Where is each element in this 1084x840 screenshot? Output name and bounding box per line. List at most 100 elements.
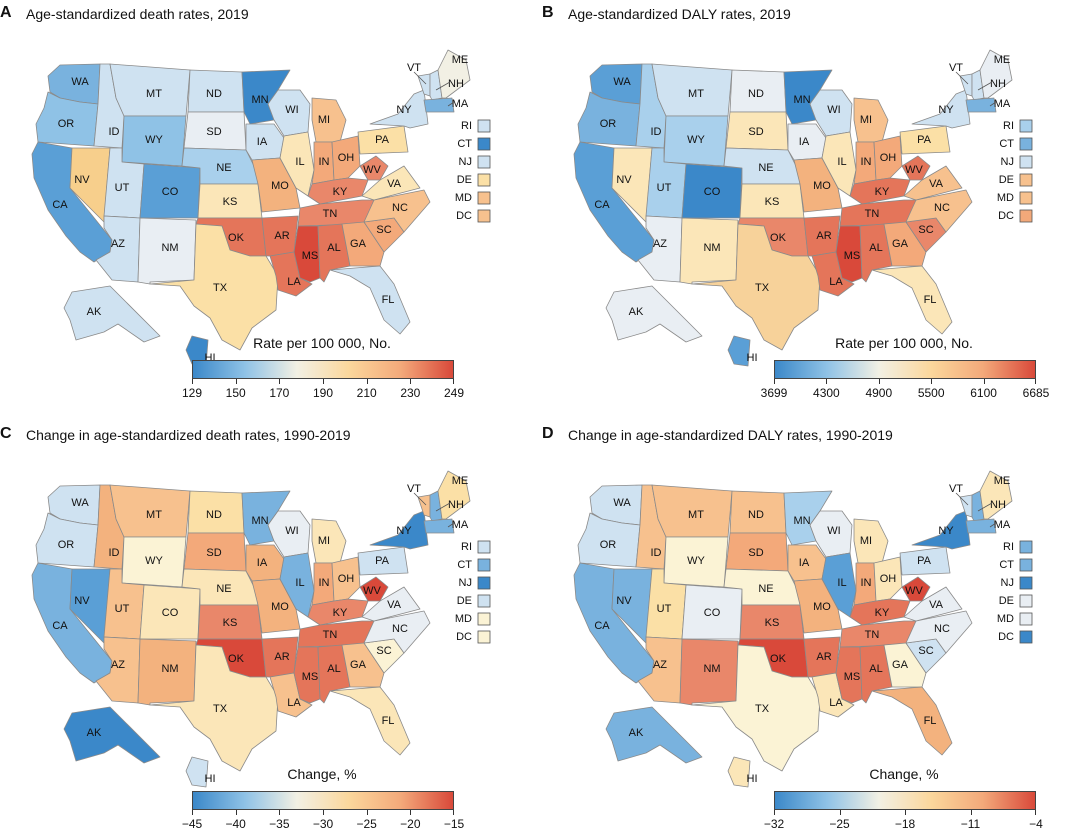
colorbar-tick-label: 3699: [760, 386, 788, 400]
small-state-swatch-ct: [1019, 558, 1033, 572]
state-label-nc: NC: [934, 202, 950, 214]
state-label-az: AZ: [653, 659, 667, 671]
state-label-tx: TX: [755, 282, 770, 294]
choropleth-map: WA OR CA NV ID MT WY UT AZ CO NM ND SD NE KS OK TX MN IA MO…: [31, 49, 491, 367]
state-label-ar: AR: [816, 651, 831, 663]
small-state-label-md: MD: [997, 613, 1014, 625]
state-label-mi: MI: [860, 114, 872, 126]
state-label-ok: OK: [770, 653, 787, 665]
state-label-ca: CA: [52, 199, 68, 211]
state-label-ut: UT: [657, 603, 672, 615]
state-label-pa: PA: [917, 134, 932, 146]
leader-line: [413, 71, 427, 85]
state-label-az: AZ: [653, 238, 667, 250]
panel-title: Age-standardized DALY rates, 2019: [568, 6, 791, 22]
state-label-hi: HI: [747, 352, 758, 364]
small-state-swatch-ri: [1019, 119, 1033, 133]
colorbar-tick: [1035, 810, 1036, 815]
legend-title: Change, %: [869, 766, 939, 782]
choropleth-map: WA OR CA NV ID MT WY UT AZ CO NM ND SD NE KS OK TX MN IA MO…: [573, 470, 1033, 788]
state-label-wy: WY: [145, 555, 163, 567]
small-state-swatch-ct: [1019, 137, 1033, 151]
state-label-id: ID: [651, 126, 662, 138]
state-label-ca: CA: [594, 199, 610, 211]
state-ak: [63, 706, 161, 764]
state-label-wv: WV: [905, 585, 923, 597]
state-label-ga: GA: [892, 659, 909, 671]
state-label-wy: WY: [145, 134, 163, 146]
state-oh: [331, 135, 361, 181]
small-state-label-nj: NJ: [459, 577, 472, 589]
state-label-va: VA: [387, 178, 402, 190]
state-label-sc: SC: [918, 224, 933, 236]
state-label-ga: GA: [350, 238, 367, 250]
colorbar-tick: [323, 810, 324, 815]
state-label-wv: WV: [905, 164, 923, 176]
state-label-wv: WV: [363, 164, 381, 176]
state-va: [361, 586, 421, 622]
colorbar-tick: [774, 810, 775, 815]
leader-line: [989, 101, 997, 107]
state-va: [361, 165, 421, 201]
state-ma: [965, 518, 997, 534]
leader-line: [435, 81, 451, 91]
state-label-ny: NY: [396, 104, 412, 116]
state-label-al: AL: [327, 242, 340, 254]
small-state-swatch-de: [1019, 173, 1033, 187]
small-state-label-dc: DC: [998, 631, 1014, 643]
colorbar-ticks: 129 150 170 190 210 230 249: [182, 379, 464, 403]
state-ky: [307, 598, 369, 626]
state-label-ma: MA: [452, 98, 469, 110]
state-label-la: LA: [829, 276, 843, 288]
small-state-label-ct: CT: [999, 138, 1014, 150]
colorbar-tick: [235, 379, 237, 384]
state-label-va: VA: [929, 599, 944, 611]
colorbar-tick: [839, 810, 841, 815]
state-label-id: ID: [651, 547, 662, 559]
state-label-ga: GA: [350, 659, 367, 671]
state-label-nh: NH: [990, 78, 1006, 90]
state-ak: [605, 285, 703, 343]
state-pa: [899, 125, 951, 155]
state-label-me: ME: [994, 54, 1011, 66]
state-ma: [423, 97, 455, 113]
small-state-swatch-ri: [477, 119, 491, 133]
state-label-mo: MO: [813, 601, 831, 613]
state-label-nh: NH: [448, 78, 464, 90]
state-tx: [149, 223, 279, 351]
state-ga: [341, 221, 385, 267]
colorbar-tick-label: 210: [356, 386, 377, 400]
state-label-tx: TX: [213, 703, 228, 715]
state-label-in: IN: [319, 156, 330, 168]
state-label-va: VA: [387, 599, 402, 611]
state-label-ga: GA: [892, 238, 909, 250]
state-tx: [149, 644, 279, 772]
state-label-ny: NY: [938, 104, 954, 116]
state-label-hi: HI: [205, 352, 216, 364]
state-label-me: ME: [452, 54, 469, 66]
state-label-nm: NM: [161, 663, 178, 675]
state-label-hi: HI: [747, 773, 758, 785]
state-label-pa: PA: [375, 134, 390, 146]
state-label-wi: WI: [827, 525, 840, 537]
state-ky: [849, 598, 911, 626]
state-label-me: ME: [452, 475, 469, 487]
small-state-label-ct: CT: [999, 559, 1014, 571]
state-label-ut: UT: [115, 603, 130, 615]
colorbar-tick-label: 4900: [865, 386, 893, 400]
colorbar-tick: [1035, 379, 1036, 384]
state-label-il: IL: [837, 156, 846, 168]
state-me: [437, 49, 471, 99]
colorbar-tick-label: 190: [312, 386, 334, 400]
state-label-nv: NV: [616, 174, 632, 186]
state-label-ms: MS: [302, 250, 319, 262]
panel-title: Change in age-standardized DALY rates, 1…: [568, 427, 893, 443]
state-label-fl: FL: [924, 294, 937, 306]
panel-b: B Age-standardized DALY rates, 2019 WA OR…: [542, 0, 1084, 419]
leader-line: [447, 522, 455, 528]
state-label-ut: UT: [657, 182, 672, 194]
state-label-or: OR: [58, 118, 75, 130]
small-state-label-md: MD: [455, 192, 472, 204]
small-state-swatch-de: [477, 594, 491, 608]
colorbar-tick: [931, 379, 933, 384]
